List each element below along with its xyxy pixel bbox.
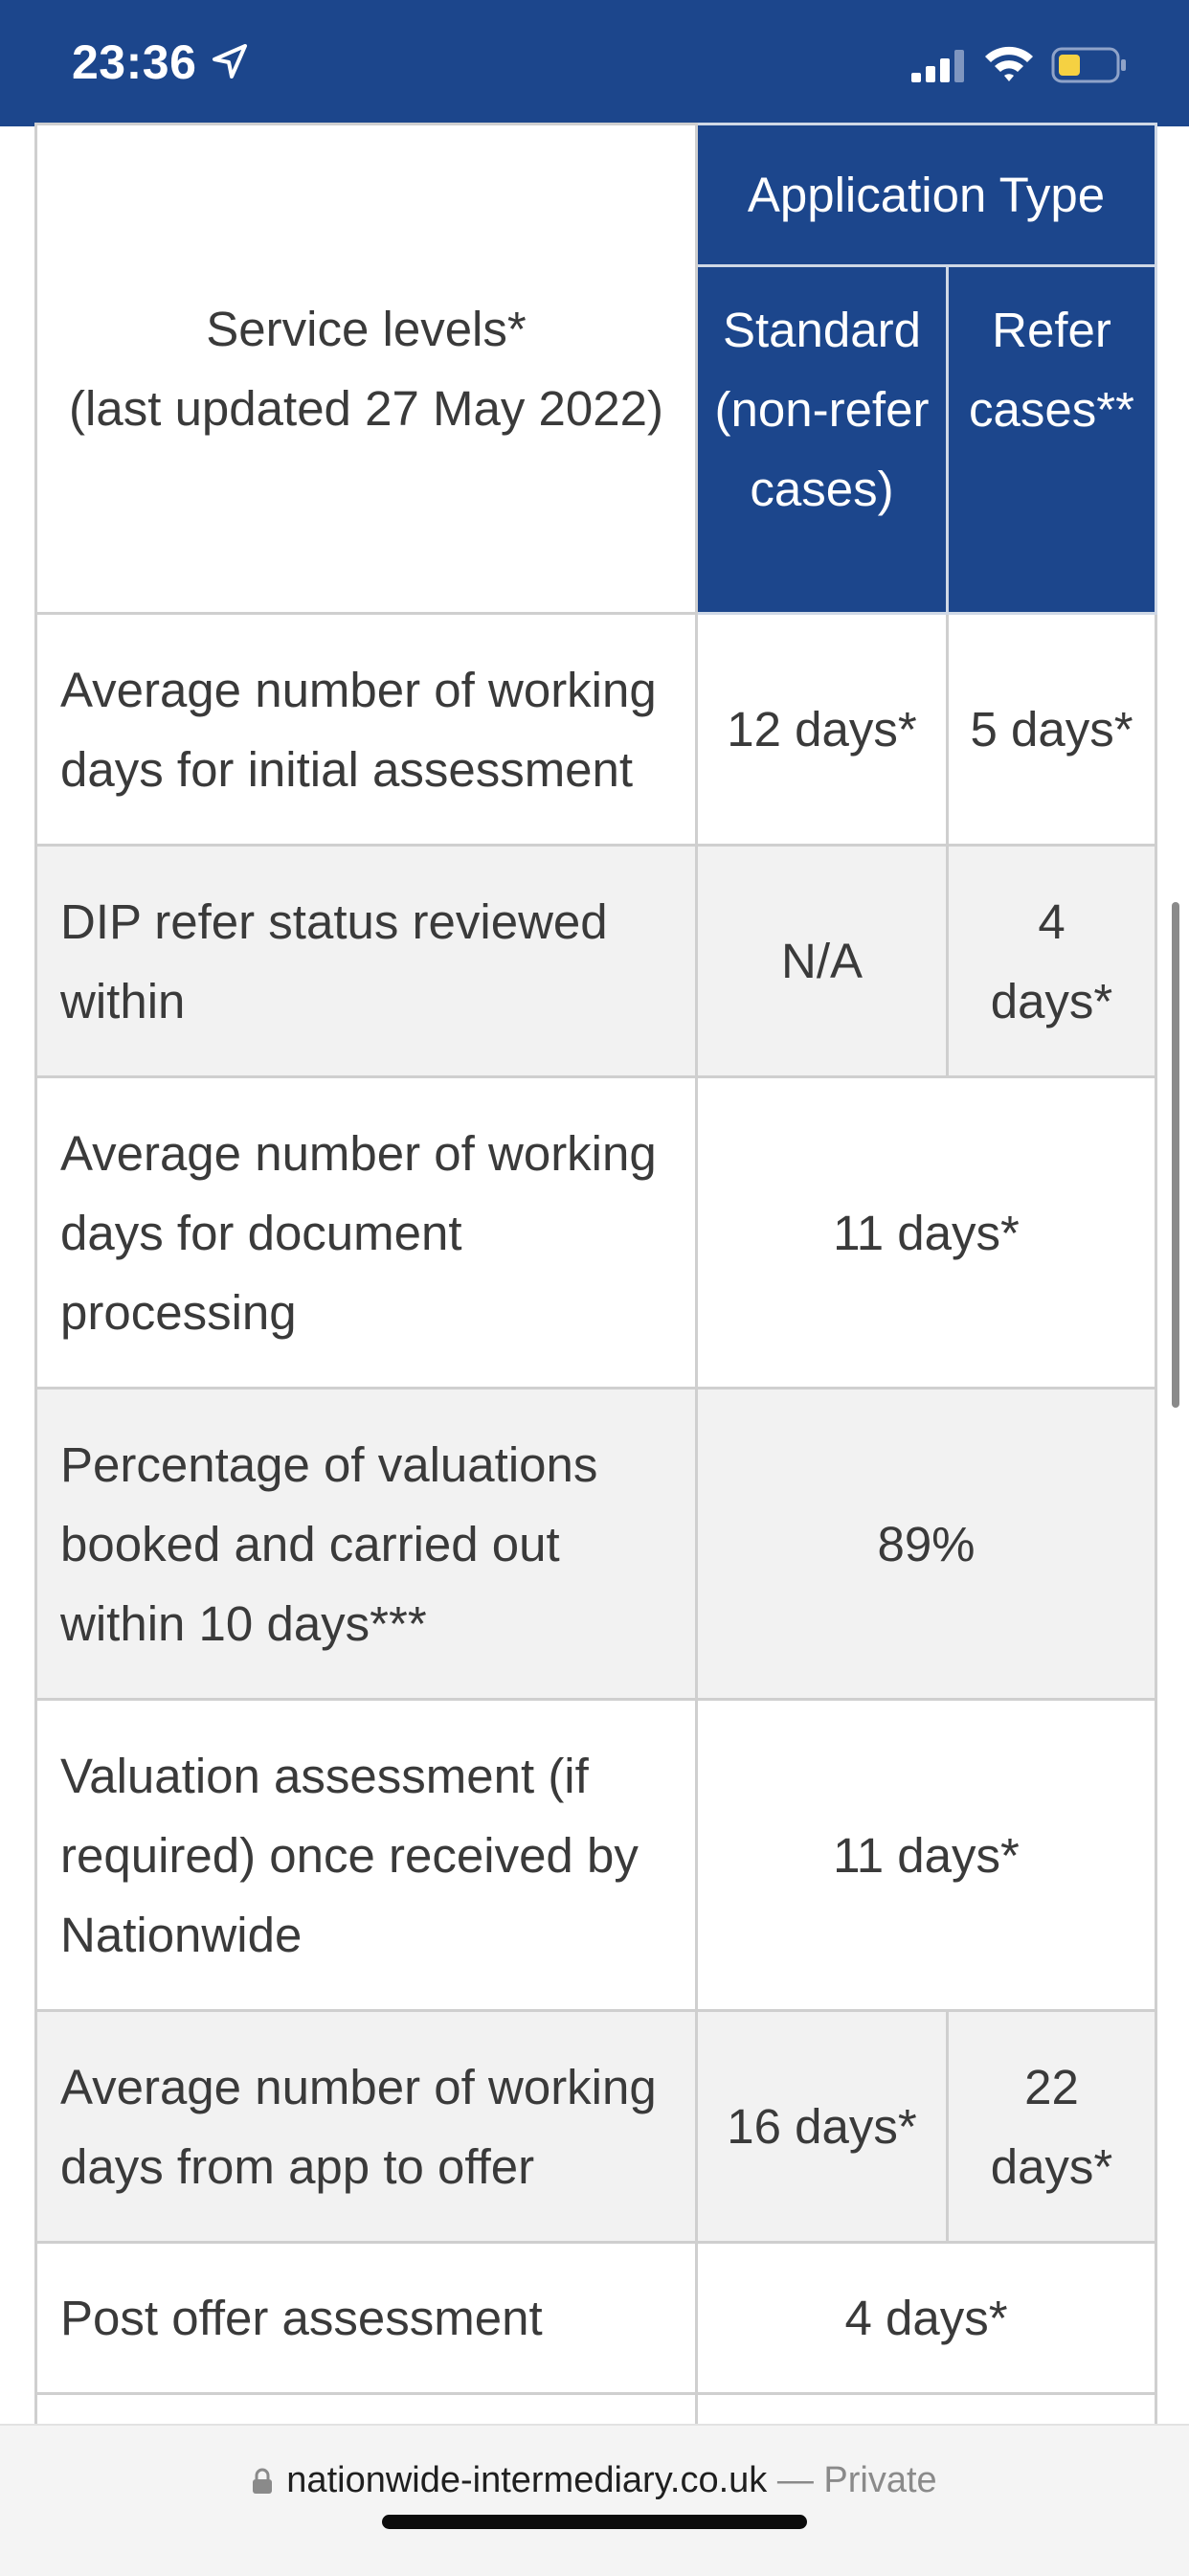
- vertical-scrollbar[interactable]: [1172, 902, 1179, 1408]
- combined-value: 11 days*: [695, 1698, 1157, 2012]
- wifi-icon: [985, 46, 1033, 81]
- address-bar[interactable]: nationwide-intermediary.co.uk — Private: [0, 2460, 1189, 2501]
- group-header: Application Type: [695, 123, 1157, 267]
- url-text: nationwide-intermediary.co.uk: [286, 2460, 768, 2500]
- table-row: DIP refer status reviewed within N/A 4 d…: [34, 844, 1157, 1078]
- refer-value: 22 days*: [946, 2009, 1157, 2244]
- browser-bottom-bar: nationwide-intermediary.co.uk — Private: [0, 2424, 1189, 2576]
- table-corner-header: Service levels* (last updated 27 May 202…: [34, 123, 698, 615]
- table-row: Average number of working days from app …: [34, 2009, 1157, 2244]
- clock-time: 23:36: [72, 35, 197, 89]
- row-label: DIP refer status reviewed within: [34, 844, 698, 1078]
- refer-value: 4 days*: [946, 844, 1157, 1078]
- combined-value: 11 days*: [695, 1075, 1157, 1390]
- row-label: Percentage of valuations booked and carr…: [34, 1387, 698, 1701]
- refer-value: 5 days*: [946, 612, 1157, 847]
- row-label: Average number of working days for initi…: [34, 612, 698, 847]
- standard-value: 16 days*: [695, 2009, 949, 2244]
- row-label: Average number of working days from app …: [34, 2009, 698, 2244]
- combined-value: 89%: [695, 1387, 1157, 1701]
- standard-value: N/A: [695, 844, 949, 1078]
- row-label: Valuation assessment (if required) once …: [34, 1698, 698, 2012]
- corner-title: Service levels*: [206, 302, 527, 356]
- corner-updated-date: (last updated 27 May 2022): [69, 381, 663, 436]
- private-label: Private: [823, 2460, 937, 2500]
- table-row: Percentage of valuations booked and carr…: [34, 1387, 1157, 1701]
- url-separator: —: [767, 2460, 824, 2500]
- service-levels-table: Service levels* (last updated 27 May 202…: [34, 123, 1157, 2472]
- signal-icon: [911, 50, 964, 82]
- home-indicator[interactable]: [382, 2515, 807, 2529]
- column-header-standard: Standard (non-refer cases): [695, 264, 949, 615]
- standard-value: 12 days*: [695, 612, 949, 847]
- location-arrow-icon: [213, 44, 247, 79]
- table-row: Average number of working days for initi…: [34, 612, 1157, 847]
- row-label: Average number of working days for docum…: [34, 1075, 698, 1390]
- battery-icon: [1051, 47, 1126, 83]
- combined-value: 4 days*: [695, 2241, 1157, 2395]
- lock-icon: [253, 2468, 273, 2494]
- table-row: Average number of working days for docum…: [34, 1075, 1157, 1390]
- table-row: Valuation assessment (if required) once …: [34, 1698, 1157, 2012]
- status-bar: 23:36: [0, 0, 1189, 126]
- column-header-refer: Refer cases**: [946, 264, 1157, 615]
- row-label: Post offer assessment: [34, 2241, 698, 2395]
- table-row: Post offer assessment 4 days*: [34, 2241, 1157, 2395]
